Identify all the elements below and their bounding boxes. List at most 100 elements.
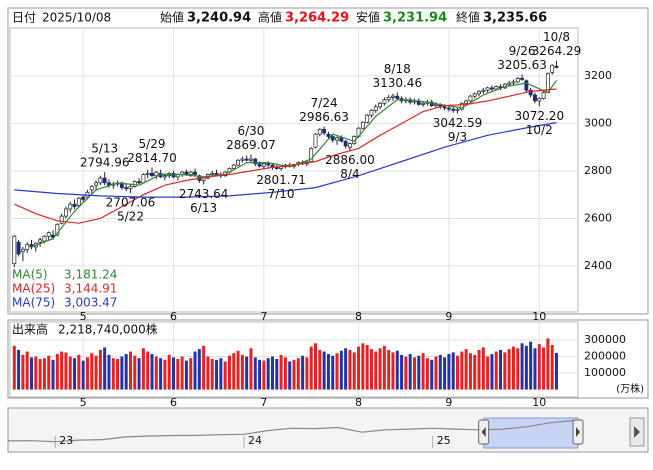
annotation-date: 6/13 [190, 201, 217, 215]
y-tick-label: 200000 [584, 350, 626, 363]
candle-body [421, 102, 426, 105]
volume-bar [90, 353, 94, 390]
annotation-value: 2707.06 [106, 196, 156, 210]
y-tick-label: 300000 [584, 333, 626, 346]
annotation-value: 2794.96 [80, 156, 130, 170]
volume-bar [374, 351, 378, 390]
candle-body [528, 89, 533, 96]
volume-bar [167, 354, 171, 390]
volume-bar [219, 358, 223, 390]
volume-bar [193, 351, 197, 390]
candle-body [541, 92, 546, 99]
annotation-date: 6/30 [237, 124, 264, 138]
volume-bar [202, 345, 206, 390]
volume-bar [137, 358, 141, 390]
volume-bar [318, 349, 322, 390]
x-tick-label: 10 [532, 310, 546, 323]
volume-bar [270, 356, 274, 390]
header-value: 3,240.94 [187, 11, 251, 26]
annotation-value: 3264.29 [532, 44, 582, 58]
legend-name: MA(25) [12, 282, 55, 296]
volume-bar [490, 354, 494, 390]
candle-body [434, 104, 438, 106]
volume-bar [408, 354, 412, 390]
y-tick-label: 2400 [584, 259, 612, 272]
candle-body [150, 172, 154, 177]
volume-bar [141, 348, 145, 390]
candle-body [193, 171, 197, 175]
candle-body [386, 96, 391, 101]
volume-bar [546, 338, 550, 390]
volume-bar [55, 354, 59, 390]
candle-body [459, 102, 464, 110]
candle-body [42, 235, 47, 242]
candle-body [313, 133, 318, 148]
annotation-value: 2814.70 [127, 151, 177, 165]
legend-name: MA(5) [12, 268, 48, 282]
volume-bar [524, 345, 528, 390]
x-tick-label: 9 [445, 310, 452, 323]
volume-bar [507, 349, 511, 390]
volume-bar [253, 357, 257, 390]
volume-bar [146, 351, 150, 390]
volume-bar [335, 353, 339, 390]
annotation-date: 8/18 [384, 62, 411, 76]
x-tick-label: 9 [445, 396, 452, 409]
candle-body [102, 177, 107, 184]
volume-bar [77, 354, 81, 390]
x-tick-label: 6 [170, 396, 177, 409]
volume-bar [533, 348, 537, 390]
volume-bar [240, 354, 244, 390]
handle-arrow [576, 427, 580, 437]
candle-body [524, 80, 529, 91]
candle-body [12, 235, 17, 264]
annotation-date: 9/26 [509, 44, 536, 58]
candle-body [201, 177, 206, 181]
candle-body [188, 171, 193, 175]
candle-body [162, 175, 167, 178]
header-label: 始値 [160, 10, 184, 25]
x-tick-label: 8 [355, 396, 362, 409]
volume-bar [326, 354, 330, 390]
volume-bar [365, 344, 369, 390]
header-value: 3,235.66 [483, 11, 547, 26]
volume-bar [258, 359, 262, 390]
candle-body [369, 110, 374, 116]
volume-bar [245, 356, 249, 390]
volume-bar [189, 358, 193, 390]
candle-body [124, 187, 129, 190]
x-tick-label: 5 [80, 396, 87, 409]
volume-bar [529, 341, 533, 390]
candle-body [515, 77, 520, 83]
volume-bar [554, 352, 558, 390]
candle-body [442, 106, 447, 109]
x-tick-label: 6 [170, 310, 177, 323]
volume-bar [486, 356, 490, 390]
candle-body [468, 95, 473, 102]
annotation-date: 5/13 [91, 142, 118, 156]
volume-bar [499, 349, 503, 390]
volume-bar [279, 354, 283, 390]
volume-bar [451, 352, 455, 390]
header-value: 3,231.94 [383, 11, 447, 26]
candle-body [231, 164, 236, 169]
volume-bar [477, 349, 481, 390]
volume-bar [391, 352, 395, 390]
volume-bar [176, 359, 180, 390]
volume-bar [387, 349, 391, 390]
volume-bar [305, 357, 309, 390]
candle-body [210, 172, 215, 175]
volume-bar [434, 356, 438, 390]
volume-bar [124, 354, 128, 390]
candle-body [137, 181, 142, 184]
volume-bar [456, 355, 460, 390]
volume-bar [17, 349, 21, 390]
volume-bar [197, 349, 201, 390]
candle-body [382, 99, 387, 104]
candle-body [373, 106, 378, 111]
volume-bar [133, 355, 137, 390]
candle-body [335, 137, 339, 141]
candle-body [330, 136, 335, 141]
candle-body [154, 171, 159, 177]
candle-body [347, 143, 352, 148]
